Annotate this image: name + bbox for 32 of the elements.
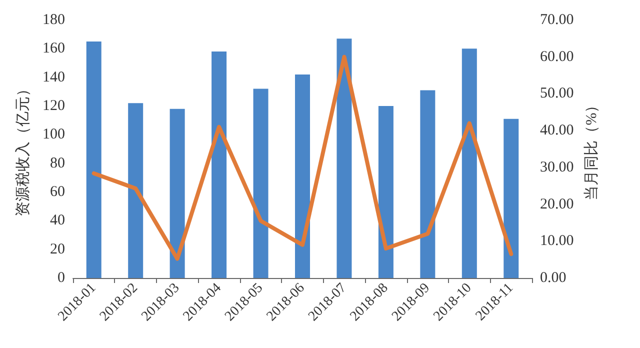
bar [212, 52, 227, 278]
line-series [92, 54, 514, 261]
y-tick-label: 140 [42, 69, 65, 86]
y2-tick-label: 40.00 [540, 122, 574, 139]
bar [420, 90, 436, 278]
y-tick-label: 100 [42, 126, 65, 143]
bar [504, 118, 519, 278]
bar [253, 88, 268, 278]
y2-tick-label: 30.00 [540, 159, 574, 176]
y2-tick-label: 70.00 [540, 12, 574, 28]
y2-tick-label: 10.00 [540, 233, 574, 250]
y-tick-label: 180 [42, 12, 65, 28]
y-tick-label: 20 [50, 241, 65, 258]
y-tick-label: 120 [42, 98, 65, 114]
y2-axis-title: 当月同比（%） [583, 98, 600, 200]
y2-tick-label: 0.00 [540, 270, 566, 286]
y2-tick-label: 60.00 [540, 48, 574, 65]
y-tick-label: 40 [50, 212, 65, 229]
y2-tick-label: 50.00 [540, 86, 574, 102]
bar [378, 106, 394, 278]
y-axis-title: 资源税收入（亿元） [14, 82, 32, 216]
bar [86, 42, 102, 278]
y-tick-label: 80 [50, 155, 65, 172]
y-tick-label: 60 [50, 184, 65, 200]
bar [128, 103, 144, 278]
y2-tick-label: 20.00 [540, 196, 574, 212]
bar [295, 74, 310, 278]
y-tick-label: 0 [58, 270, 65, 286]
y-tick-label: 160 [42, 40, 65, 57]
bar [170, 108, 185, 278]
bar [462, 48, 477, 278]
bar [336, 38, 352, 278]
